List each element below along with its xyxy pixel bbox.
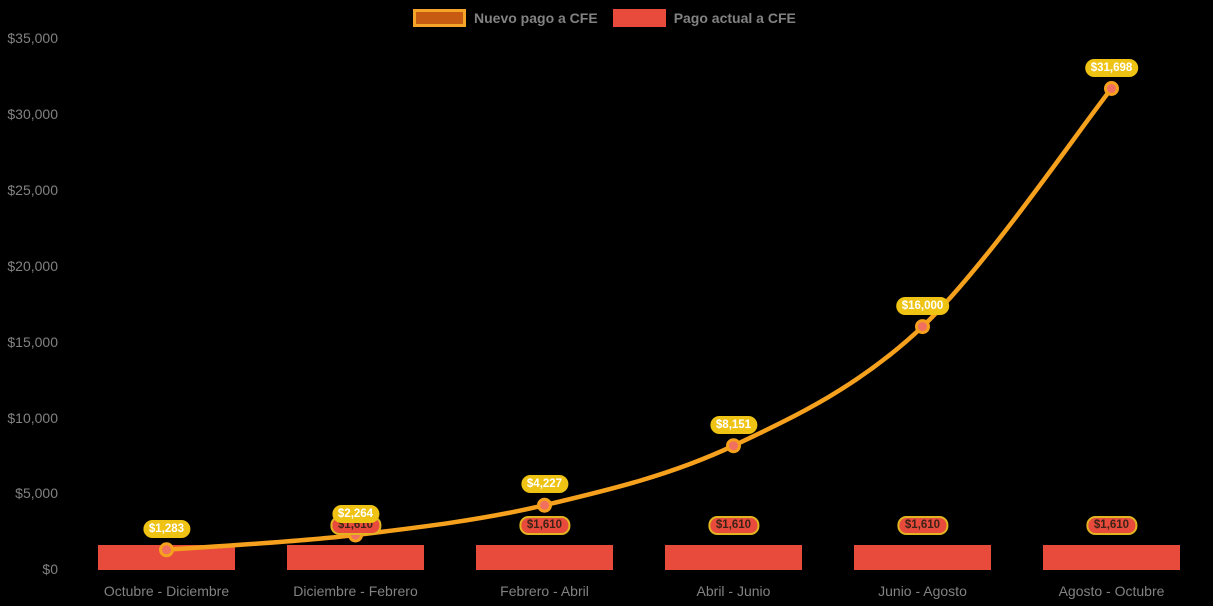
bar-pago-actual (1043, 544, 1180, 570)
y-axis-label: $25,000 (7, 182, 58, 199)
bar-pago-actual (476, 544, 613, 570)
legend-item-nuevo-pago[interactable]: Nuevo pago a CFE (413, 9, 598, 27)
bar-value-label: $1,610 (896, 516, 949, 535)
legend-swatch-line-inner (416, 12, 463, 24)
x-axis-label: Febrero - Abril (500, 583, 589, 599)
legend-label-nuevo-pago: Nuevo pago a CFE (474, 10, 598, 26)
line-point-marker (537, 497, 552, 513)
x-axis-label: Diciembre - Febrero (293, 583, 418, 599)
y-axis-label: $35,000 (7, 30, 58, 47)
y-axis-label: $20,000 (7, 257, 58, 274)
x-axis-label: Abril - Junio (696, 583, 771, 599)
point-value-label: $8,151 (709, 415, 758, 434)
legend-swatch-line-series (413, 9, 466, 27)
bar-value-label: $1,610 (1085, 516, 1138, 535)
y-axis-label: $5,000 (15, 485, 58, 502)
point-value-label: $1,283 (142, 519, 191, 538)
point-value-label: $4,227 (520, 475, 569, 494)
point-value-label: $31,698 (1084, 58, 1139, 77)
legend-swatch-bar-series (612, 9, 666, 27)
line-point-marker (915, 319, 930, 335)
x-axis-label: Agosto - Octubre (1058, 583, 1165, 599)
y-axis-label: $30,000 (7, 106, 58, 123)
legend: Nuevo pago a CFE Pago actual a CFE (413, 9, 796, 27)
y-axis-label: $15,000 (7, 333, 58, 350)
point-value-label: $16,000 (895, 296, 950, 315)
line-point-marker (159, 542, 174, 558)
bar-pago-actual (854, 544, 991, 570)
bar-value-label: $1,610 (707, 516, 760, 535)
x-axis-label: Junio - Agosto (878, 583, 967, 599)
bar-value-label: $1,610 (518, 516, 571, 535)
line-point-marker (726, 438, 741, 454)
x-axis-label: Octubre - Diciembre (103, 583, 230, 599)
line-point-marker (1104, 81, 1119, 96)
point-value-label: $2,264 (331, 505, 380, 523)
y-axis-label: $0 (42, 561, 58, 578)
bar-pago-actual (665, 544, 802, 570)
y-axis-label: $10,000 (7, 409, 58, 426)
legend-item-pago-actual[interactable]: Pago actual a CFE (612, 9, 796, 27)
legend-label-pago-actual: Pago actual a CFE (673, 10, 796, 26)
bar-pago-actual (287, 544, 424, 570)
